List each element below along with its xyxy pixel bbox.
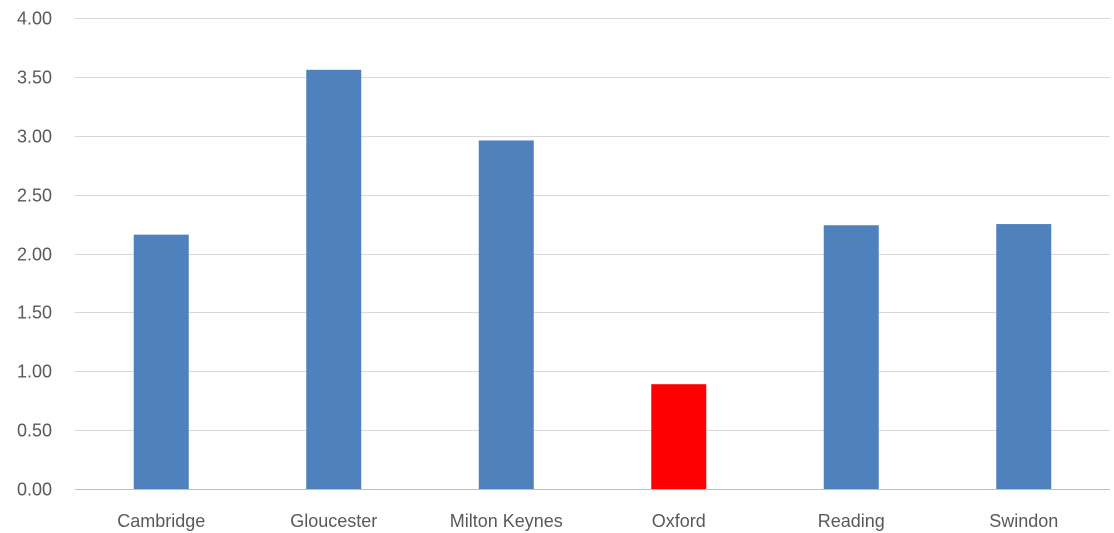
bar-gloucester (306, 69, 362, 489)
y-tick-label: 4.00 (17, 9, 52, 29)
x-tick-label: Cambridge (117, 511, 205, 531)
bar-swindon (996, 224, 1052, 489)
y-tick-label: 2.00 (17, 245, 52, 265)
gridlines (75, 18, 1110, 490)
x-tick-label: Reading (818, 511, 885, 531)
x-axis-tick-labels: Cambridge Gloucester Milton Keynes Oxford Re… (117, 511, 1058, 531)
x-tick-label: Swindon (989, 511, 1058, 531)
x-tick-label: Milton Keynes (450, 511, 563, 531)
y-tick-label: 1.50 (17, 303, 52, 323)
bar-cambridge (133, 234, 189, 489)
y-tick-label: 0.00 (17, 480, 52, 500)
y-tick-label: 2.50 (17, 186, 52, 206)
y-axis-tick-labels: 0.00 0.50 1.00 1.50 2.00 2.50 3.00 3.50 4.00 (17, 9, 52, 500)
bar-oxford (651, 384, 707, 489)
x-tick-label: Gloucester (290, 511, 377, 531)
y-tick-label: 1.00 (17, 362, 52, 382)
x-tick-label: Oxford (652, 511, 706, 531)
y-tick-label: 3.00 (17, 127, 52, 147)
y-tick-label: 3.50 (17, 68, 52, 88)
bar-reading (823, 225, 879, 490)
y-tick-label: 0.50 (17, 421, 52, 441)
bar-milton-keynes (478, 140, 534, 489)
bars (133, 69, 1052, 490)
